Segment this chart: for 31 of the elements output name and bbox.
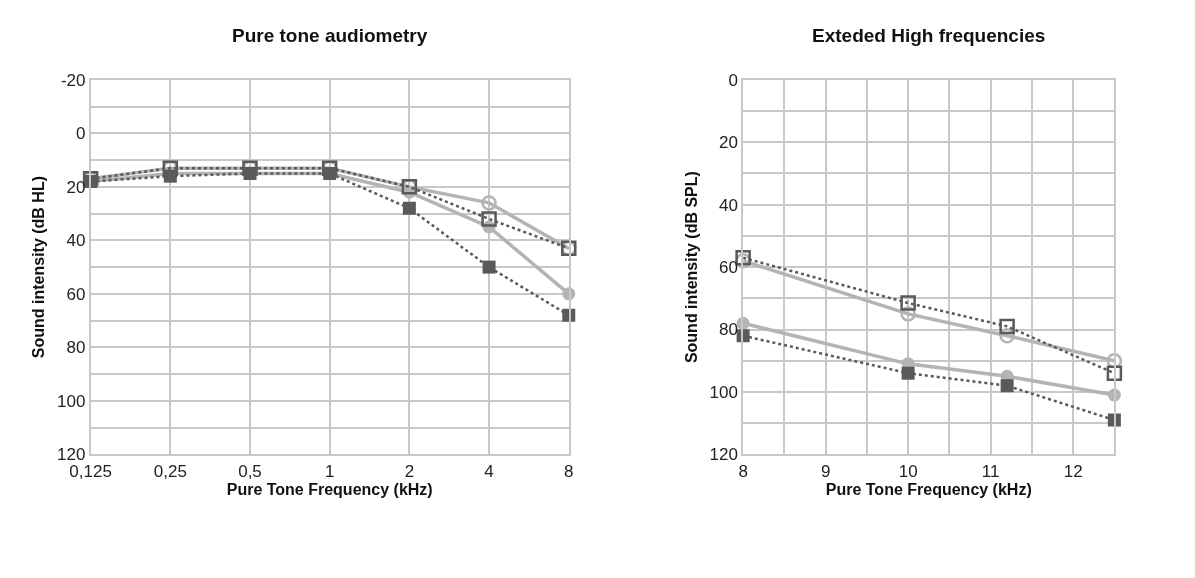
- x-tick-label: 1: [324, 461, 335, 481]
- y-tick-label: 100: [709, 382, 738, 402]
- y-tick-label: 80: [66, 338, 86, 358]
- x-axis-title: Pure Tone Frequency (kHz): [825, 480, 1032, 498]
- x-tick-label: 8: [564, 461, 574, 481]
- y-axis-title: Sound intensity (dB SPL): [683, 171, 700, 364]
- x-tick-label: 0,25: [153, 461, 187, 481]
- y-axis-title: Sound intensity (dB HL): [30, 176, 48, 359]
- x-tick-label: 4: [484, 461, 494, 481]
- y-tick-label: 20: [719, 133, 738, 153]
- x-axis-title: Pure Tone Frequency (kHz): [226, 480, 433, 498]
- y-tick-label: -20: [60, 70, 86, 90]
- x-tick-label: 2: [404, 461, 415, 481]
- y-tick-label: 100: [57, 391, 86, 411]
- y-tick-label: 20: [66, 177, 86, 197]
- y-tick-label: 60: [719, 258, 738, 278]
- y-tick-label: 40: [719, 195, 738, 215]
- y-tick-label: 80: [719, 320, 738, 340]
- y-tick-label: 60: [66, 284, 86, 304]
- x-tick-label: 10: [898, 461, 918, 481]
- y-tick-label: 40: [66, 231, 86, 251]
- y-tick-label: 0: [76, 124, 86, 144]
- x-tick-label: 0,5: [238, 461, 262, 481]
- chart-title: Pure tone audiometry: [232, 25, 428, 46]
- chart-title: Exteded High frequencies: [812, 25, 1046, 46]
- x-tick-label: 11: [981, 461, 1000, 481]
- x-tick-label: 12: [1063, 461, 1083, 481]
- x-tick-label: 9: [820, 461, 831, 481]
- y-tick-label: 0: [728, 70, 738, 90]
- y-tick-label: 120: [709, 445, 738, 465]
- x-tick-label: 8: [738, 461, 748, 481]
